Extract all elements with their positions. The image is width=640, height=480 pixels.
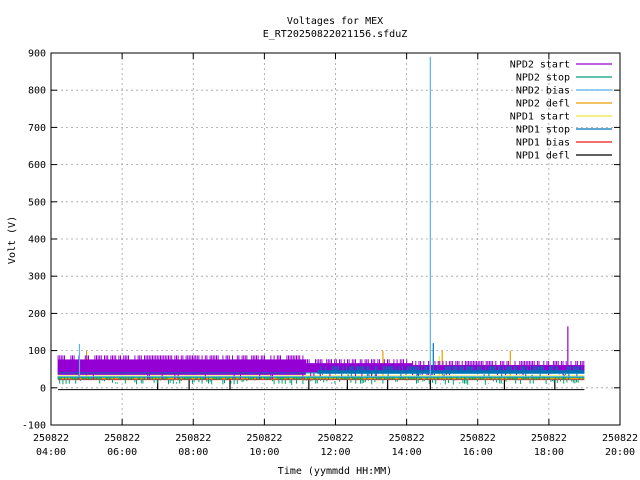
y-tick-label: 900 — [28, 49, 46, 60]
y-tick-label: 300 — [28, 272, 46, 283]
x-tick-time-label: 16:00 — [463, 447, 493, 458]
y-tick-label: -100 — [22, 421, 46, 432]
x-tick-time-label: 14:00 — [392, 447, 422, 458]
x-tick-date-label: 250822 — [602, 433, 638, 444]
y-tick-label: 200 — [28, 309, 46, 320]
series-band-edge — [57, 355, 305, 379]
x-tick-date-label: 250822 — [317, 433, 353, 444]
x-tick-date-label: 250822 — [104, 433, 140, 444]
x-tick-time-label: 06:00 — [107, 447, 137, 458]
x-tick-time-label: 12:00 — [320, 447, 350, 458]
legend-label: NPD2 bias — [516, 86, 570, 97]
x-tick-time-label: 20:00 — [605, 447, 635, 458]
legend: NPD2 start NPD2 stop NPD2 bias NPD2 defl NPD… — [510, 60, 612, 162]
legend-label: NPD2 defl — [516, 99, 570, 110]
legend-label: NPD1 defl — [516, 151, 570, 162]
legend-label: NPD2 start — [510, 60, 570, 71]
series-band-edge — [317, 366, 584, 378]
series-npd1-defl — [58, 378, 585, 391]
x-tick-date-label: 250822 — [33, 433, 69, 444]
y-tick-label: 500 — [28, 197, 46, 208]
y-axis-label: Volt (V) — [7, 216, 18, 264]
x-tick-date-label: 250822 — [246, 433, 282, 444]
series-npd1-stop — [58, 343, 585, 378]
chart-title: Voltages for MEX — [287, 16, 383, 27]
legend-label: NPD1 start — [510, 112, 570, 123]
x-tick-time-label: 04:00 — [36, 447, 66, 458]
y-tick-label: 100 — [28, 346, 46, 357]
grid-lines — [51, 53, 620, 425]
x-tick-time-label: 10:00 — [249, 447, 279, 458]
y-tick-label: 600 — [28, 160, 46, 171]
x-axis-label: Time (yymmdd HH:MM) — [278, 466, 392, 477]
legend-label: NPD1 bias — [516, 138, 570, 149]
y-tick-label: 800 — [28, 86, 46, 97]
x-tick-date-label: 250822 — [460, 433, 496, 444]
axes: -100 0 100 200 300 400 500 600 700 800 900 250822 04… — [22, 49, 638, 459]
legend-label: NPD1 stop — [516, 125, 570, 136]
legend-label: NPD2 stop — [516, 73, 570, 84]
y-tick-label: 400 — [28, 235, 46, 246]
x-tick-time-label: 18:00 — [534, 447, 564, 458]
y-tick-label: 700 — [28, 123, 46, 134]
x-tick-date-label: 250822 — [389, 433, 425, 444]
chart-subtitle: E_RT20250822021156.sfduZ — [263, 29, 408, 40]
x-tick-date-label: 250822 — [531, 433, 567, 444]
x-tick-date-label: 250822 — [175, 433, 211, 444]
x-tick-time-label: 08:00 — [178, 447, 208, 458]
plot-area — [57, 56, 585, 391]
series-npd2-stop — [57, 375, 585, 385]
series-npd2-bias — [58, 56, 585, 378]
series-band — [317, 370, 585, 374]
y-tick-label: 0 — [40, 383, 46, 394]
